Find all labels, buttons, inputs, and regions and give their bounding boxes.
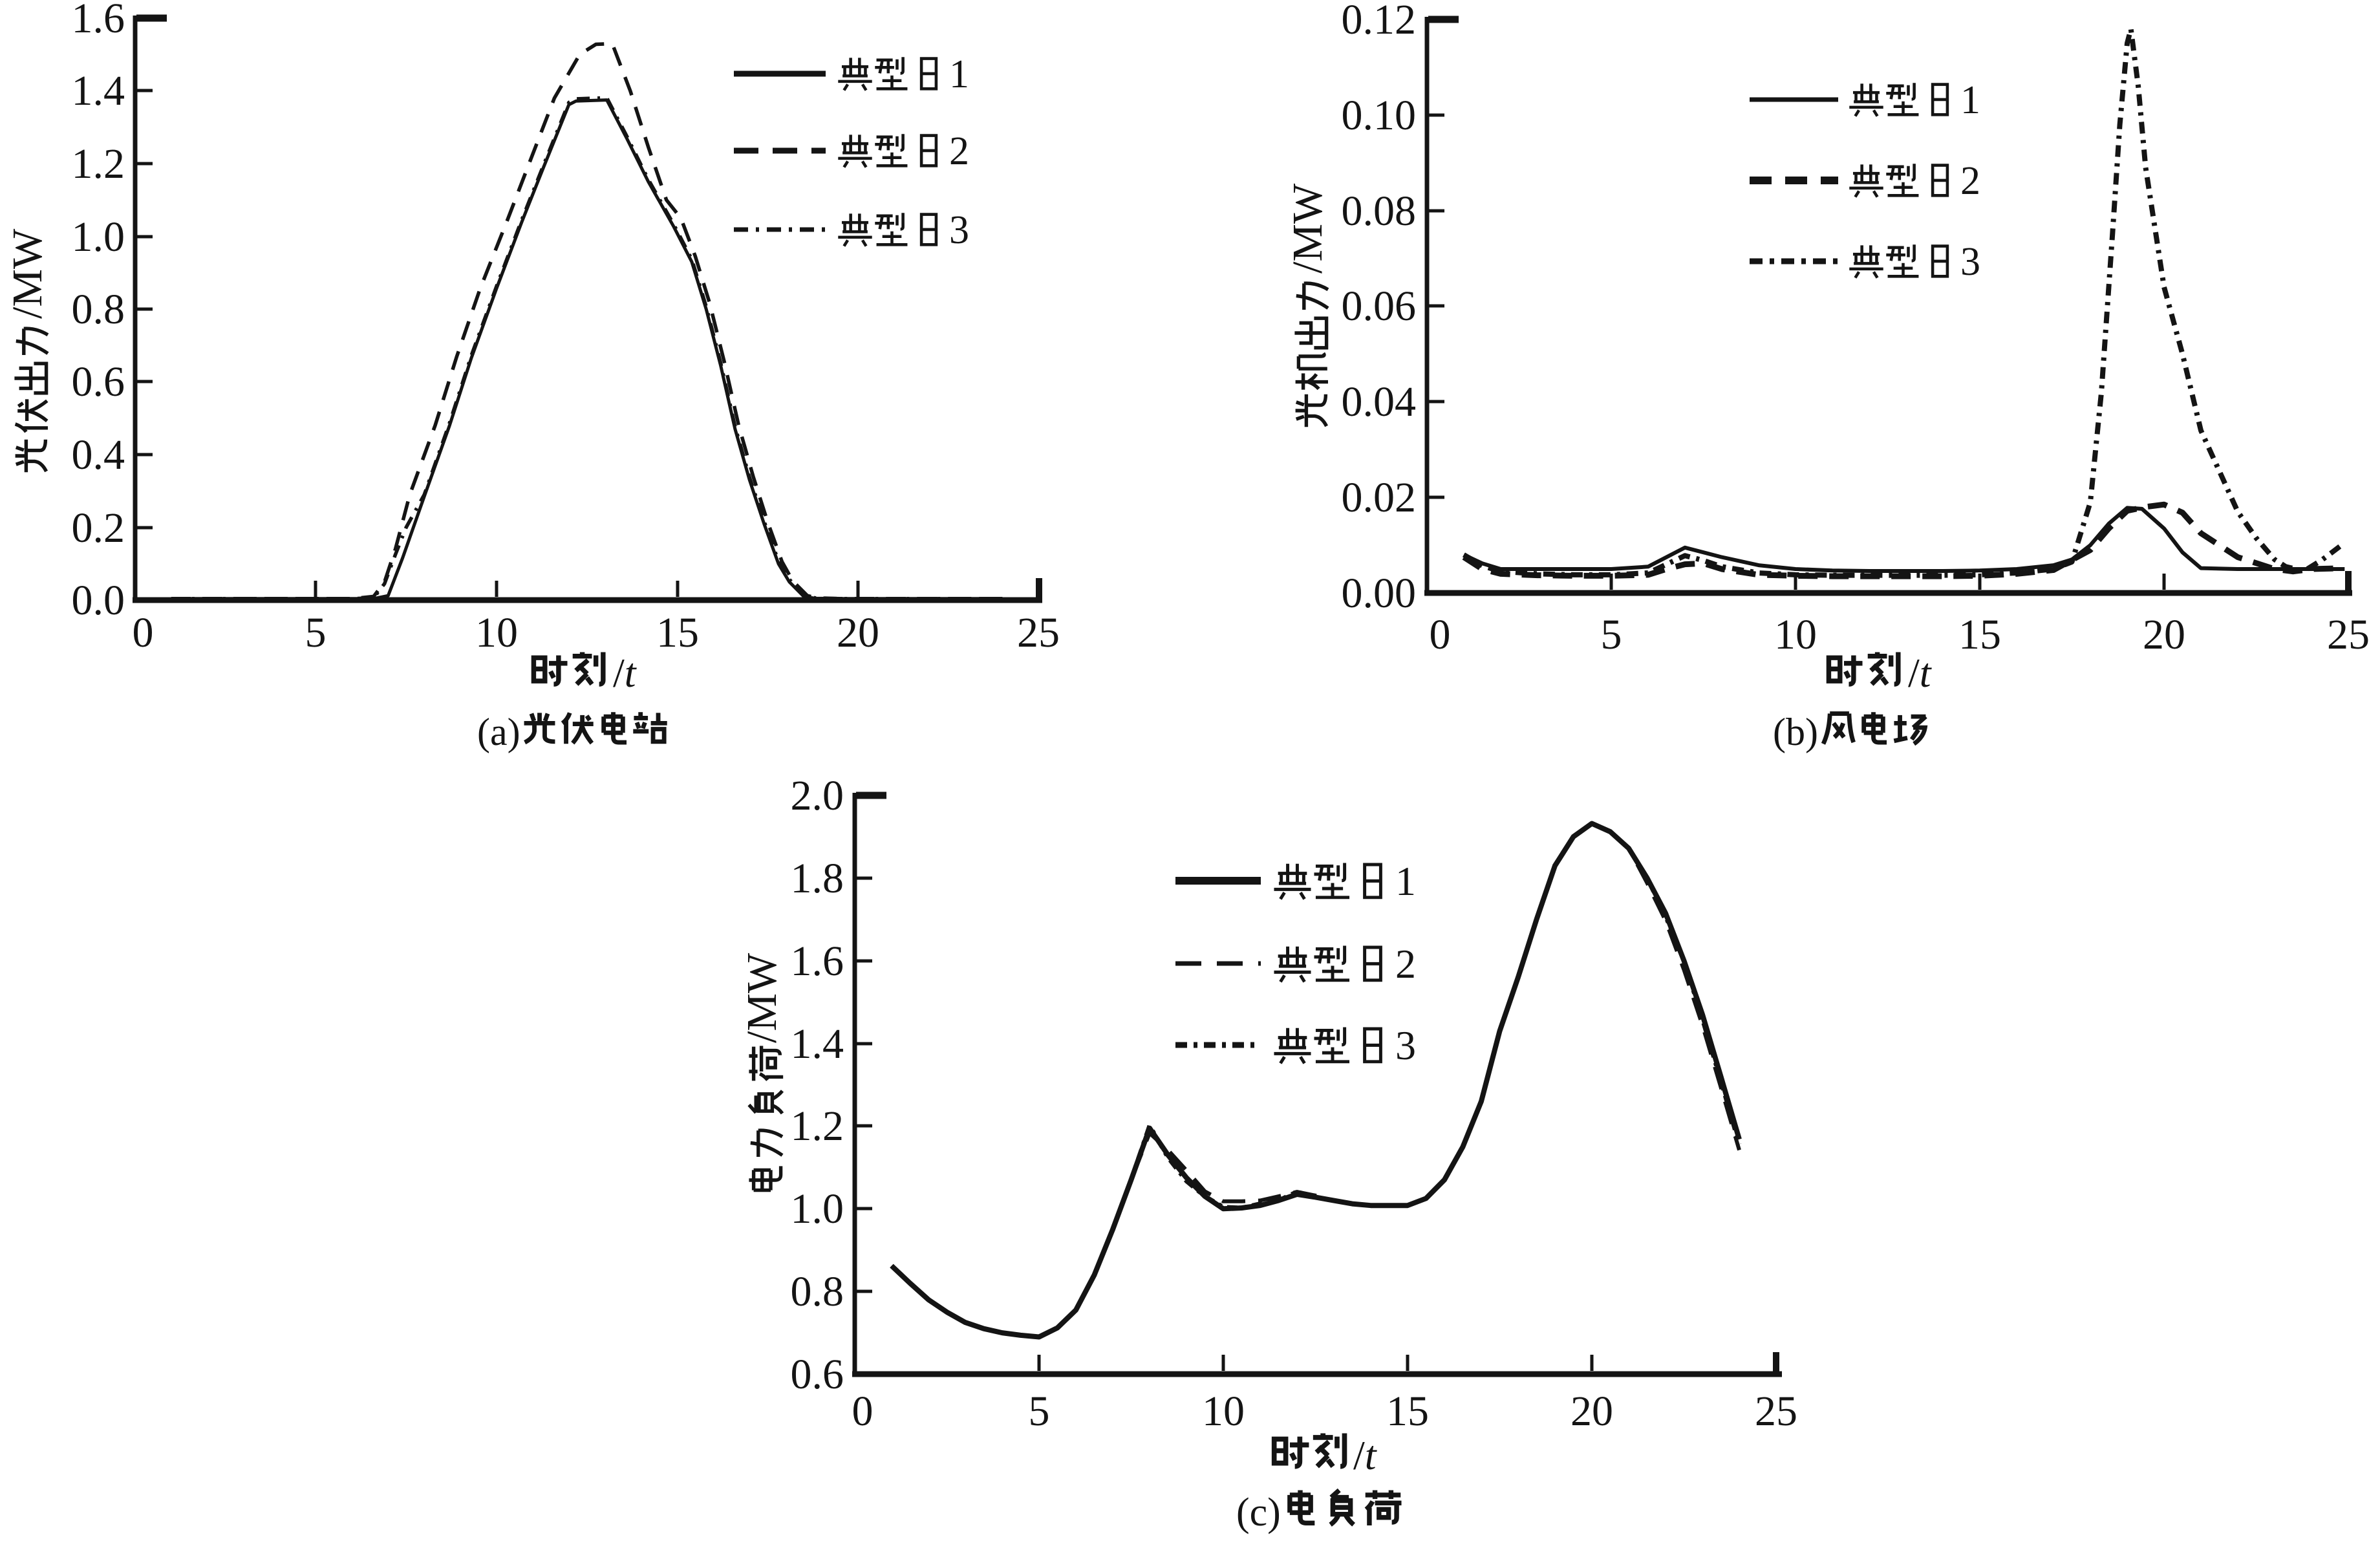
svg-text:/MW: /MW: [1284, 183, 1331, 274]
svg-text:0.06: 0.06: [1342, 283, 1417, 330]
svg-text:5: 5: [1029, 1388, 1050, 1435]
svg-text:0.02: 0.02: [1342, 474, 1417, 521]
svg-text:0: 0: [133, 609, 154, 656]
svg-text:2: 2: [1395, 941, 1416, 987]
svg-text:10: 10: [1774, 611, 1817, 658]
svg-text:20: 20: [1571, 1388, 1613, 1435]
svg-text:5: 5: [1601, 611, 1622, 658]
svg-text:0.8: 0.8: [72, 286, 125, 333]
svg-text:1.2: 1.2: [791, 1103, 844, 1150]
svg-text:0.8: 0.8: [791, 1268, 844, 1315]
svg-text:25: 25: [1017, 609, 1060, 656]
svg-text:(c): (c): [1236, 1491, 1281, 1534]
svg-text:15: 15: [1386, 1388, 1429, 1435]
svg-text:1: 1: [1960, 78, 1980, 122]
svg-text:/t: /t: [1353, 1432, 1378, 1478]
svg-text:1.8: 1.8: [791, 855, 844, 902]
svg-text:0.12: 0.12: [1342, 0, 1417, 43]
svg-text:2.0: 2.0: [791, 772, 844, 819]
svg-text:2: 2: [949, 129, 969, 173]
svg-text:3: 3: [1395, 1022, 1416, 1068]
svg-text:3: 3: [949, 208, 969, 252]
svg-text:1: 1: [949, 52, 969, 96]
svg-text:20: 20: [2143, 611, 2185, 658]
svg-text:/MW: /MW: [4, 228, 51, 319]
svg-text:(b): (b): [1773, 711, 1818, 753]
svg-text:2: 2: [1960, 159, 1980, 203]
svg-text:3: 3: [1960, 240, 1980, 284]
svg-text:/MW: /MW: [738, 953, 786, 1043]
svg-text:5: 5: [305, 609, 327, 656]
svg-text:15: 15: [656, 609, 699, 656]
svg-text:/t: /t: [1908, 650, 1933, 696]
svg-text:1.0: 1.0: [791, 1185, 844, 1233]
svg-text:(a): (a): [477, 711, 520, 753]
svg-text:0.6: 0.6: [72, 358, 125, 405]
svg-text:25: 25: [1755, 1388, 1797, 1435]
svg-text:1.2: 1.2: [72, 140, 125, 188]
svg-text:20: 20: [837, 609, 879, 656]
svg-text:1.6: 1.6: [791, 938, 844, 985]
svg-text:0.10: 0.10: [1342, 92, 1417, 139]
svg-text:1.6: 1.6: [72, 0, 125, 42]
svg-text:0.2: 0.2: [72, 504, 125, 552]
svg-text:10: 10: [475, 609, 518, 656]
svg-text:0.6: 0.6: [791, 1351, 844, 1398]
svg-text:0.08: 0.08: [1342, 188, 1417, 235]
svg-text:0.00: 0.00: [1342, 570, 1417, 617]
svg-text:0: 0: [1430, 611, 1451, 658]
svg-text:1.4: 1.4: [791, 1020, 844, 1068]
svg-text:10: 10: [1202, 1388, 1245, 1435]
svg-text:1.4: 1.4: [72, 67, 125, 114]
svg-text:1.0: 1.0: [72, 213, 125, 261]
svg-text:15: 15: [1958, 611, 2001, 658]
svg-text:25: 25: [2327, 611, 2370, 658]
svg-text:0.0: 0.0: [72, 577, 125, 624]
svg-text:/t: /t: [613, 650, 638, 696]
svg-text:1: 1: [1395, 858, 1416, 904]
svg-text:0.4: 0.4: [72, 431, 125, 479]
svg-text:0.04: 0.04: [1342, 378, 1417, 425]
svg-text:0: 0: [852, 1388, 874, 1435]
